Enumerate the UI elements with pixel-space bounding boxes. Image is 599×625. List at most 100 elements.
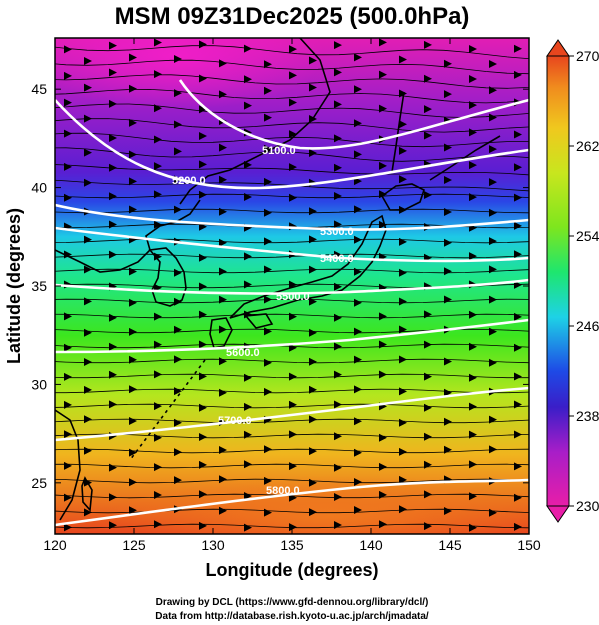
- wind-arrow: [264, 358, 272, 367]
- wind-arrow: [334, 134, 342, 143]
- wind-arrow: [109, 220, 117, 229]
- wind-arrow: [489, 208, 497, 217]
- contour-label-5600: 5600.0: [226, 347, 260, 359]
- wind-arrow: [379, 490, 387, 499]
- wind-arrow: [154, 70, 162, 79]
- wind-arrow: [354, 298, 362, 307]
- wind-arrow: [64, 98, 72, 107]
- wind-arrow: [489, 358, 497, 367]
- wind-arrow: [514, 522, 522, 531]
- china-coastline: [55, 199, 201, 273]
- wind-arrow: [264, 508, 272, 517]
- wind-arrow: [289, 130, 297, 139]
- wind-arrow: [174, 55, 182, 64]
- wind-arrow: [199, 460, 207, 469]
- wind-arrow: [514, 130, 522, 139]
- contour-5600: [55, 318, 529, 354]
- colorbar-tick-label: 230: [576, 498, 599, 514]
- wind-arrow: [424, 74, 432, 83]
- wind-arrow: [109, 68, 117, 77]
- wind-arrow: [84, 508, 92, 517]
- wind-arrow: [154, 340, 162, 349]
- wind-arrow: [129, 355, 137, 364]
- wind-arrow: [469, 252, 477, 261]
- wind-arrow: [129, 53, 137, 62]
- contour-label-5300: 5300.0: [320, 226, 354, 238]
- wind-arrow: [534, 115, 542, 123]
- wind-arrow: [399, 505, 407, 514]
- wind-arrow: [84, 83, 92, 92]
- wind-arrow: [289, 98, 297, 107]
- wind-arrow: [244, 160, 252, 169]
- colorbar-tick-label: 238: [576, 408, 599, 424]
- wind-arrow: [129, 478, 137, 487]
- wind-arrow: [334, 432, 342, 441]
- x-axis-ticks: 120 125 130 135 140 145 150: [43, 38, 541, 553]
- wind-arrow: [129, 84, 137, 93]
- wind-arrow: [174, 325, 182, 334]
- wind-arrow: [154, 402, 162, 411]
- wind-arrow: [174, 476, 182, 485]
- wind-arrow: [289, 193, 297, 202]
- wind-arrow: [84, 148, 92, 157]
- colorbar: 270 262 254 246 238 230: [546, 39, 599, 523]
- wind-arrow: [514, 312, 522, 321]
- wind-arrow: [469, 101, 477, 110]
- wind-arrow: [334, 68, 342, 77]
- wind-arrow: [154, 252, 162, 261]
- wind-arrow: [289, 280, 297, 289]
- wind-arrow: [109, 163, 117, 172]
- wind-arrow: [154, 463, 162, 472]
- wind-arrow: [219, 175, 227, 184]
- streamline: [55, 373, 529, 379]
- wind-arrow: [219, 506, 227, 515]
- wind-arrow: [154, 491, 162, 500]
- contour-labels: 5100.0 5200.0 5300.0 5400.0 5500.0 5600.…: [172, 145, 354, 497]
- wind-arrow: [444, 445, 452, 454]
- wind-arrow: [309, 328, 317, 337]
- shikoku-coastline: [244, 313, 274, 329]
- wind-arrow: [199, 190, 207, 199]
- contour-label-5200: 5200.0: [172, 175, 206, 187]
- wind-arrow: [424, 522, 432, 531]
- wind-arrow: [84, 297, 92, 306]
- wind-arrow: [399, 297, 407, 306]
- streamline: [55, 433, 529, 439]
- wind-arrow: [129, 177, 137, 186]
- wind-arrow: [354, 235, 362, 244]
- wind-arrow: [129, 416, 137, 425]
- wind-arrow: [174, 355, 182, 364]
- wind-arrow: [174, 120, 182, 129]
- wind-arrow: [154, 104, 162, 113]
- wind-arrow: [199, 131, 207, 140]
- wind-arrow: [264, 295, 272, 304]
- wind-arrow: [514, 400, 522, 409]
- wind-arrow: [399, 325, 407, 334]
- streamline: [55, 493, 529, 499]
- wind-arrow: [64, 430, 72, 439]
- wind-arrow: [289, 400, 297, 409]
- wind-arrow: [264, 265, 272, 274]
- wind-arrow: [199, 490, 207, 499]
- wind-arrow: [174, 147, 182, 156]
- wind-arrow: [244, 460, 252, 469]
- wind-arrow: [129, 298, 137, 307]
- wind-arrow: [244, 280, 252, 289]
- wind-arrow: [489, 145, 497, 154]
- wind-arrow: [219, 325, 227, 334]
- sakhalin-coastline: [391, 91, 405, 173]
- x-tick-label: 145: [438, 537, 462, 553]
- wind-arrow: [444, 267, 452, 276]
- wind-arrow: [399, 146, 407, 155]
- streamline: [55, 523, 529, 529]
- wind-arrow: [469, 460, 477, 469]
- wind-arrow: [424, 131, 432, 140]
- wind-arrow: [309, 56, 317, 65]
- wind-arrow: [534, 56, 542, 64]
- wind-arrow: [64, 71, 72, 80]
- wind-arrow: [64, 162, 72, 171]
- wind-arrow: [424, 460, 432, 469]
- wind-arrow: [109, 493, 117, 502]
- wind-arrow: [84, 235, 92, 244]
- wind-arrow: [84, 415, 92, 424]
